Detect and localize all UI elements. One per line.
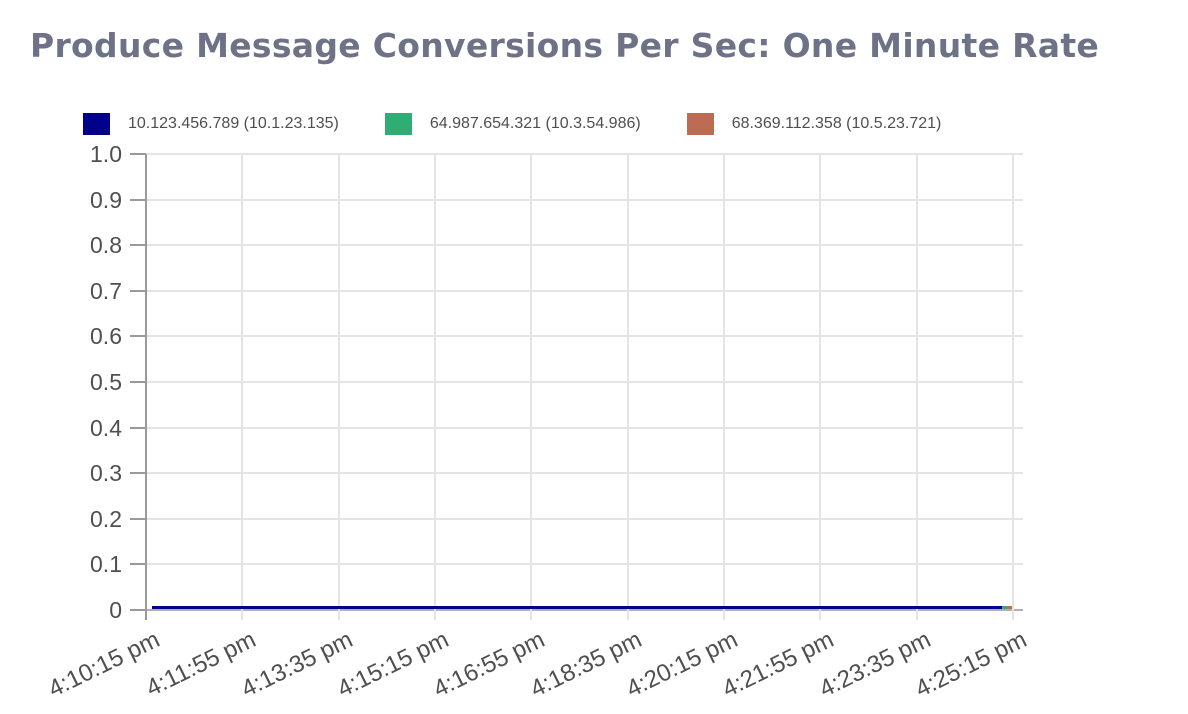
x-axis-label: 4:16:55 pm bbox=[429, 626, 550, 703]
y-axis-label: 0.3 bbox=[90, 460, 122, 487]
y-tick bbox=[130, 244, 146, 247]
gridline-x-4 bbox=[530, 154, 533, 620]
gridline-y-0.8 bbox=[130, 244, 1023, 247]
y-tick bbox=[130, 517, 146, 520]
gridline-y-0.6 bbox=[130, 335, 1023, 338]
y-axis-label: 0.1 bbox=[90, 551, 122, 578]
legend-swatch-icon bbox=[83, 113, 110, 135]
legend-item-series-3[interactable]: 68.369.112.358 (10.5.23.721) bbox=[686, 113, 942, 135]
legend-label: 10.123.456.789 (10.1.23.135) bbox=[128, 115, 339, 132]
y-tick bbox=[130, 472, 146, 475]
y-tick bbox=[130, 381, 146, 383]
y-axis-label: 0.8 bbox=[90, 232, 122, 259]
y-tick bbox=[130, 198, 146, 201]
gridline-x-9 bbox=[1012, 154, 1014, 620]
gridline-y-0.2 bbox=[130, 517, 1023, 520]
y-axis-label: 0.6 bbox=[90, 323, 122, 350]
legend-item-series-1[interactable]: 10.123.456.789 (10.1.23.135) bbox=[83, 113, 339, 135]
legend-label: 68.369.112.358 (10.5.23.721) bbox=[731, 115, 942, 132]
gridline-x-7 bbox=[819, 154, 822, 620]
gridline-y-0 bbox=[130, 609, 1023, 611]
gridline-y-0.5 bbox=[130, 381, 1023, 383]
gridline-y-0.1 bbox=[130, 563, 1023, 566]
gridline-x-2 bbox=[337, 154, 340, 620]
gridline-y-1.0 bbox=[130, 153, 1023, 155]
gridline-y-0.4 bbox=[130, 426, 1023, 429]
y-tick bbox=[130, 153, 146, 155]
gridline-x-6 bbox=[723, 154, 725, 620]
y-axis-label: 0.9 bbox=[90, 186, 122, 213]
y-axis-label: 0.7 bbox=[90, 277, 122, 304]
legend: 10.123.456.789 (10.1.23.135) 64.987.654.… bbox=[83, 113, 941, 135]
gridline-y-0.9 bbox=[130, 198, 1023, 201]
legend-item-series-2[interactable]: 64.987.654.321 (10.3.54.986) bbox=[384, 113, 641, 135]
y-axis-label: 0.5 bbox=[90, 369, 122, 395]
legend-label: 64.987.654.321 (10.3.54.986) bbox=[429, 115, 641, 132]
gridline-x-5 bbox=[626, 154, 629, 620]
y-tick bbox=[130, 335, 146, 338]
y-tick bbox=[130, 289, 146, 292]
y-axis-label: 0.4 bbox=[90, 414, 122, 441]
gridline-y-0.3 bbox=[130, 472, 1023, 475]
chart-title: Produce Message Conversions Per Sec: One… bbox=[30, 26, 1100, 65]
y-axis-line bbox=[145, 154, 147, 620]
y-axis-label: 1.0 bbox=[90, 141, 122, 167]
gridline-x-8 bbox=[915, 154, 918, 620]
y-tick bbox=[130, 563, 146, 566]
gridline-x-3 bbox=[434, 154, 436, 620]
series-line-1 bbox=[152, 606, 1002, 609]
gridline-x-1 bbox=[241, 154, 244, 620]
y-axis-label: 0 bbox=[109, 597, 122, 623]
gridline-y-0.7 bbox=[130, 289, 1023, 292]
x-axis-label: 4:10:15 pm bbox=[44, 626, 164, 703]
y-axis-label: 0.2 bbox=[90, 505, 122, 532]
y-tick bbox=[130, 426, 146, 429]
y-tick bbox=[130, 609, 146, 611]
legend-swatch-icon bbox=[686, 113, 714, 135]
legend-swatch-icon bbox=[384, 113, 412, 135]
x-axis-label: 4:21:55 pm bbox=[718, 626, 839, 703]
